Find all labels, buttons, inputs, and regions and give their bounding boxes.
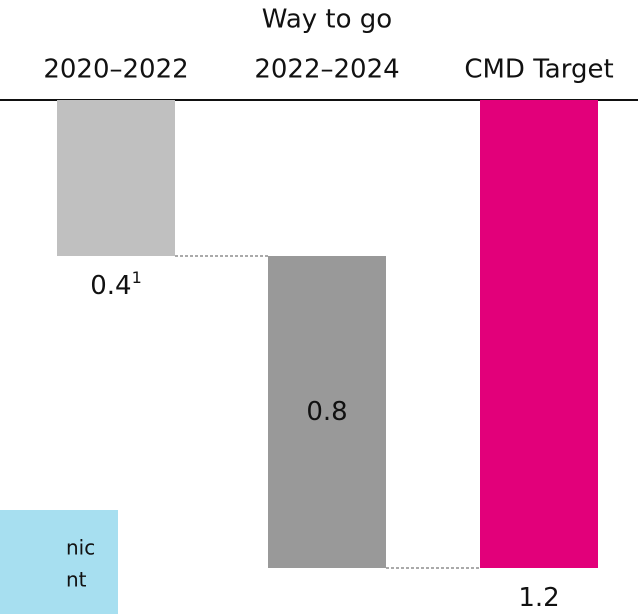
header: Way to go xyxy=(262,5,392,35)
value-label: 0.8 xyxy=(306,397,347,427)
footnote-mark: 1 xyxy=(132,268,142,287)
category-label: 2020–2022 xyxy=(43,55,188,85)
bar xyxy=(268,256,386,568)
bar xyxy=(480,100,598,568)
bar xyxy=(57,100,175,256)
note-line: nic xyxy=(66,536,95,560)
value-text: 0.4 xyxy=(90,271,131,301)
note-box xyxy=(0,510,118,614)
category-label: CMD Target xyxy=(464,55,613,85)
value-text: 1.2 xyxy=(518,583,559,613)
note-line: nt xyxy=(66,568,87,592)
category-label: 2022–2024 xyxy=(254,55,399,85)
value-label: 1.2 xyxy=(518,583,559,613)
value-text: 0.8 xyxy=(306,397,347,427)
value-label: 0.41 xyxy=(90,268,142,301)
